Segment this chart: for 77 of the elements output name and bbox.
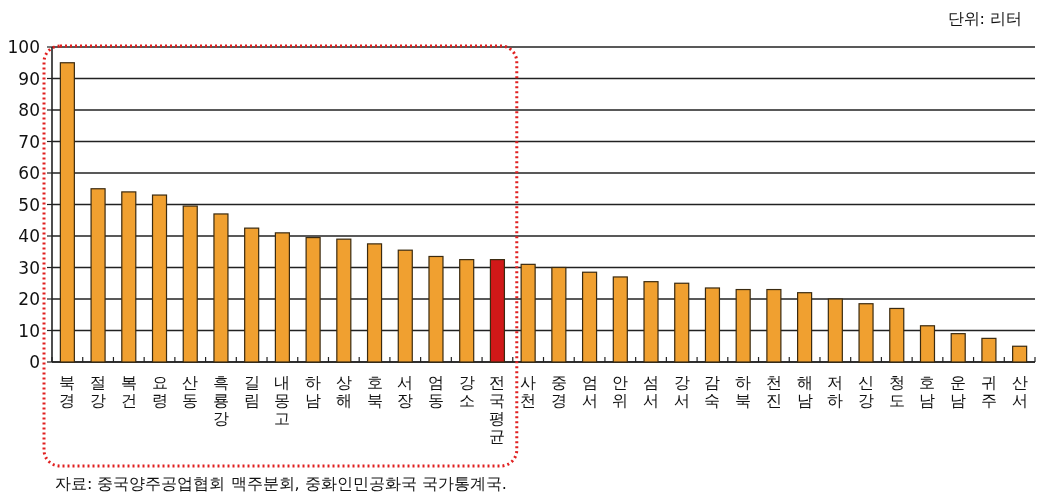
- x-tick-label: 섬서: [643, 373, 660, 410]
- y-tick-label: 80: [18, 100, 40, 120]
- bar: [213, 213, 229, 363]
- bar: [397, 249, 413, 363]
- y-tick-label: 60: [18, 163, 40, 183]
- x-tick-label: 감숙: [704, 373, 721, 410]
- bar: [950, 333, 966, 363]
- text: 단위: 리터: [947, 9, 1022, 28]
- x-tick-label: 서장: [397, 373, 414, 410]
- x-tick-label: 강서: [673, 373, 690, 410]
- bar: [90, 188, 106, 363]
- y-tick-label: 90: [18, 68, 40, 89]
- x-tick-label: 흑룡강: [212, 373, 229, 428]
- y-tick-label: 40: [18, 226, 40, 246]
- bar: [551, 266, 567, 363]
- x-tick-label: 하북: [735, 373, 752, 410]
- bar: [889, 307, 905, 363]
- x-tick-label: 요령: [151, 373, 168, 410]
- x-tick-label: 절강: [90, 373, 107, 410]
- bar: [858, 303, 874, 363]
- y-tick-label: 100: [7, 37, 40, 57]
- bar: [797, 292, 813, 363]
- bar: [520, 263, 536, 363]
- x-tick-label: 저하: [827, 373, 844, 410]
- bar: [244, 227, 260, 363]
- y-tick-label: 20: [18, 289, 40, 309]
- y-tick-label: 50: [18, 194, 40, 215]
- bar: [151, 194, 168, 363]
- bar: [766, 288, 782, 363]
- bar: [1012, 345, 1028, 363]
- bar: [366, 243, 383, 363]
- bar: [428, 255, 444, 363]
- y-tick-label: 10: [18, 320, 40, 341]
- y-tick-label: 70: [18, 131, 40, 152]
- x-tick-label: 내몽고: [274, 373, 291, 428]
- bar: [704, 287, 721, 363]
- bar: [182, 205, 198, 363]
- x-tick-label: 산동: [182, 373, 199, 410]
- x-tick-label: 신강: [858, 373, 875, 410]
- bar: [827, 298, 843, 363]
- x-tick-label: 전국평균: [489, 373, 506, 446]
- bar: [459, 259, 475, 363]
- bar: [274, 232, 290, 363]
- x-tick-label: 상해: [335, 373, 352, 410]
- x-tick-label: 안위: [612, 373, 629, 410]
- x-tick-label: 북경: [59, 373, 76, 410]
- bar: [121, 191, 137, 363]
- bar: [919, 325, 936, 363]
- x-tick-label: 귀주: [980, 373, 997, 410]
- x-tick-label: 운남: [950, 373, 967, 410]
- y-tick-label: 0: [29, 352, 40, 372]
- x-tick-label: 중경: [550, 373, 567, 410]
- x-tick-label: 길림: [243, 373, 260, 410]
- bar: [735, 288, 751, 363]
- x-tick-label: 강소: [458, 373, 475, 410]
- x-tick-label: 엄동: [427, 373, 444, 410]
- x-tick-label: 산서: [1011, 373, 1028, 410]
- bar: [489, 259, 506, 363]
- x-tick-label: 사천: [520, 373, 537, 410]
- x-tick-label: 엄서: [581, 373, 598, 410]
- x-tick-label: 하남: [305, 373, 322, 410]
- bar: [305, 236, 321, 363]
- y-tick-label: 30: [18, 257, 40, 278]
- bar: [581, 271, 598, 363]
- bar: [336, 238, 352, 363]
- bar: [981, 337, 997, 363]
- bar: [59, 62, 75, 363]
- bar: [643, 281, 659, 363]
- x-tick-label: 복건: [120, 373, 137, 410]
- x-tick-label: 호남: [919, 373, 936, 410]
- x-tick-label: 청도: [888, 373, 905, 410]
- text: 자료: 중국양주공업협회 맥주분회, 중화인민공화국 국가통계국.: [55, 474, 507, 493]
- bar: [612, 276, 628, 363]
- x-tick-label: 해남: [796, 373, 813, 410]
- x-tick-label: 호북: [366, 373, 383, 410]
- x-tick-label: 천진: [765, 373, 782, 410]
- bar: [674, 282, 690, 363]
